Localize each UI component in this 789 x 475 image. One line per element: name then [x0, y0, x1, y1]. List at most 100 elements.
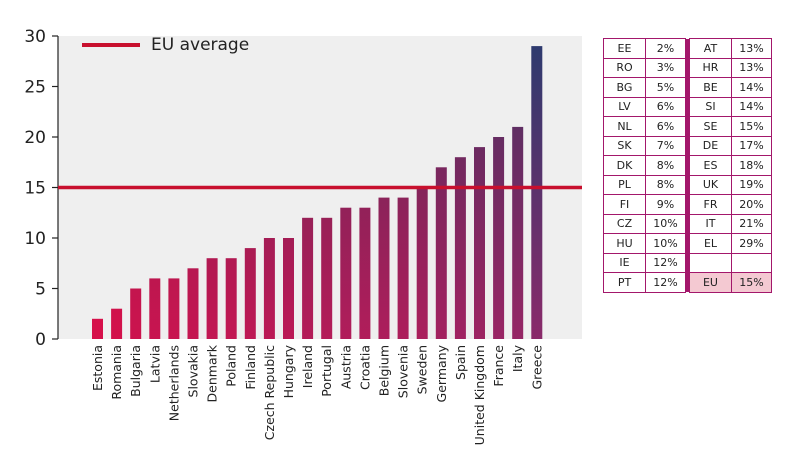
x-category-label: France	[491, 345, 506, 387]
bar	[283, 238, 294, 339]
country-code-cell: AT	[689, 38, 732, 59]
value-cell: 8%	[645, 174, 686, 195]
bar	[512, 126, 524, 340]
value-cell: 15%	[731, 116, 772, 137]
table-row: SK 7% DE 17%	[603, 135, 772, 156]
value-cell: 6%	[645, 96, 686, 117]
value-cell: 19%	[731, 174, 772, 195]
x-category-label: Hungary	[281, 344, 296, 398]
x-category-label: Spain	[453, 345, 468, 380]
country-code-cell: CZ	[603, 213, 646, 234]
bar	[168, 278, 180, 339]
country-code-cell: DE	[689, 135, 732, 156]
country-code-cell: UK	[689, 174, 732, 195]
x-category-label: Austria	[338, 345, 353, 389]
y-tick-label: 25	[24, 78, 46, 98]
y-tick-label: 5	[35, 280, 46, 300]
y-tick-label: 10	[24, 229, 46, 249]
x-category-label: Ireland	[300, 345, 315, 388]
country-code-cell: IT	[689, 213, 732, 234]
country-code-cell: LV	[603, 96, 646, 117]
bar	[493, 137, 505, 339]
bar-chart: 0 5 10 15 20 25 30 Estonia Romania Bulgaria Latvia…	[24, 27, 582, 445]
y-tick-label: 15	[24, 179, 46, 199]
table-row: FI 9% FR 20%	[603, 194, 772, 215]
country-code-cell: HR	[689, 57, 732, 78]
table-row: DK 8% ES 18%	[603, 155, 772, 176]
bar	[435, 167, 447, 339]
bar	[111, 308, 123, 339]
value-cell: 10%	[645, 233, 686, 254]
country-code-cell: HU	[603, 233, 646, 254]
country-code-cell: SI	[689, 96, 732, 117]
bar	[454, 157, 466, 339]
value-cell: 13%	[731, 57, 772, 78]
table-row: EE 2% AT 13%	[603, 38, 772, 59]
value-cell: 29%	[731, 233, 772, 254]
x-category-label: Bulgaria	[128, 345, 143, 397]
bar	[378, 197, 390, 339]
bar	[206, 258, 218, 339]
bar	[225, 258, 237, 339]
value-cell: 9%	[645, 194, 686, 215]
country-code-cell: ES	[689, 155, 732, 176]
bar	[474, 147, 485, 339]
country-code-cell: RO	[603, 57, 646, 78]
value-cell: 14%	[731, 96, 772, 117]
country-code-cell: BG	[603, 77, 646, 98]
value-cell: 12%	[645, 272, 686, 293]
bar	[244, 248, 256, 339]
country-code-cell: SE	[689, 116, 732, 137]
value-cell: 20%	[731, 194, 772, 215]
x-category-label: Poland	[224, 345, 239, 387]
table-row: CZ 10% IT 21%	[603, 213, 772, 234]
x-category-label: Estonia	[90, 345, 105, 391]
country-code-cell: PT	[603, 272, 646, 293]
x-category-label: Croatia	[357, 345, 372, 390]
value-cell: 14%	[731, 77, 772, 98]
x-category-label: Greece	[529, 345, 544, 390]
value-cell: 21%	[731, 213, 772, 234]
country-code-cell: BE	[689, 77, 732, 98]
bar	[302, 217, 314, 339]
x-category-label: Slovakia	[186, 345, 201, 397]
table-row: LV 6% SI 14%	[603, 96, 772, 117]
x-category-label: Denmark	[205, 344, 220, 402]
table-row: NL 6% SE 15%	[603, 116, 772, 137]
value-cell: 5%	[645, 77, 686, 98]
x-category-label: United Kingdom	[472, 345, 487, 445]
y-tick-label: 0	[35, 330, 46, 350]
value-cell: 7%	[645, 135, 686, 156]
bar	[149, 278, 161, 339]
country-code-cell: EL	[689, 233, 732, 254]
country-code-cell: DK	[603, 155, 646, 176]
x-category-label: Romania	[109, 345, 124, 400]
bar	[416, 187, 428, 339]
value-cell: 13%	[731, 38, 772, 59]
value-cell: 3%	[645, 57, 686, 78]
country-values-table: EE 2% AT 13% RO 3% HR 13% BG 5% BE 14% LV 6% SI 14% NL 6%…	[603, 38, 772, 293]
x-category-label: Portugal	[319, 345, 334, 397]
legend-label: EU average	[151, 35, 249, 55]
bar	[531, 46, 543, 339]
bar	[397, 197, 409, 339]
table-row: HU 10% EL 29%	[603, 233, 772, 254]
value-cell: 18%	[731, 155, 772, 176]
table-row: PL 8% UK 19%	[603, 174, 772, 195]
bar	[92, 318, 103, 339]
x-category-label: Belgium	[377, 345, 392, 396]
value-cell: 12%	[645, 252, 686, 273]
value-cell	[731, 252, 772, 273]
table-row: IE 12%	[603, 252, 772, 273]
bar	[359, 207, 371, 339]
x-category-label: Netherlands	[166, 345, 181, 421]
value-cell: 8%	[645, 155, 686, 176]
country-code-cell: FI	[603, 194, 646, 215]
x-category-label: Slovenia	[396, 345, 411, 398]
bar	[187, 268, 199, 339]
country-code-cell	[689, 252, 732, 273]
value-cell: 15%	[731, 272, 772, 293]
bar	[263, 238, 275, 339]
x-category-label: Finland	[243, 345, 258, 390]
country-code-cell: PL	[603, 174, 646, 195]
